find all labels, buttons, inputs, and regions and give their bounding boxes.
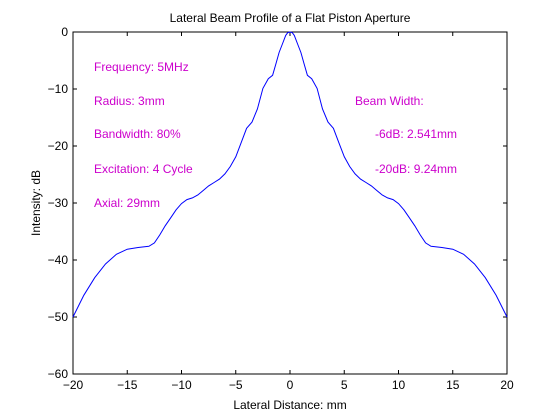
x-tick-label: −20 — [63, 378, 84, 392]
x-tick-label: 0 — [287, 378, 294, 392]
annotation-bandwidth: Bandwidth: 80% — [94, 127, 181, 141]
x-axis-label: Lateral Distance: mm — [233, 398, 346, 412]
y-tick-label: −30 — [48, 196, 69, 210]
y-tick-label: −60 — [48, 367, 69, 381]
plot-area — [72, 31, 508, 375]
annotation-axial: Axial: 29mm — [94, 196, 160, 210]
x-tick-label: −15 — [117, 378, 138, 392]
annotation-frequency: Frequency: 5MHz — [94, 60, 189, 74]
axis-ticks: −20 −15 −10 −5 0 5 10 15 200−10−20−30−40−50−60 — [48, 25, 514, 392]
y-tick-label: −40 — [48, 253, 69, 267]
annotation-radius: Radius: 3mm — [94, 94, 165, 108]
annotation-beam-width-20db: -20dB: 9.24mm — [375, 162, 457, 176]
y-tick-label: 0 — [61, 25, 68, 39]
chart-title: Lateral Beam Profile of a Flat Piston Ap… — [170, 11, 411, 25]
x-tick-label: 5 — [341, 378, 348, 392]
y-tick-label: −10 — [48, 82, 69, 96]
x-tick-label: 15 — [446, 378, 460, 392]
y-tick-label: −20 — [48, 139, 69, 153]
annotation-beam-width-6db: -6dB: 2.541mm — [375, 127, 457, 141]
x-tick-label: 20 — [500, 378, 514, 392]
x-tick-label: −5 — [229, 378, 243, 392]
annotation-excitation: Excitation: 4 Cycle — [94, 162, 193, 176]
series-line — [72, 31, 508, 318]
x-tick-label: −10 — [171, 378, 192, 392]
y-tick-label: −50 — [48, 310, 69, 324]
annotation-beam-width: Beam Width: — [355, 94, 424, 108]
x-tick-label: 10 — [392, 378, 406, 392]
y-axis-label: Intensity: dB — [29, 170, 43, 236]
